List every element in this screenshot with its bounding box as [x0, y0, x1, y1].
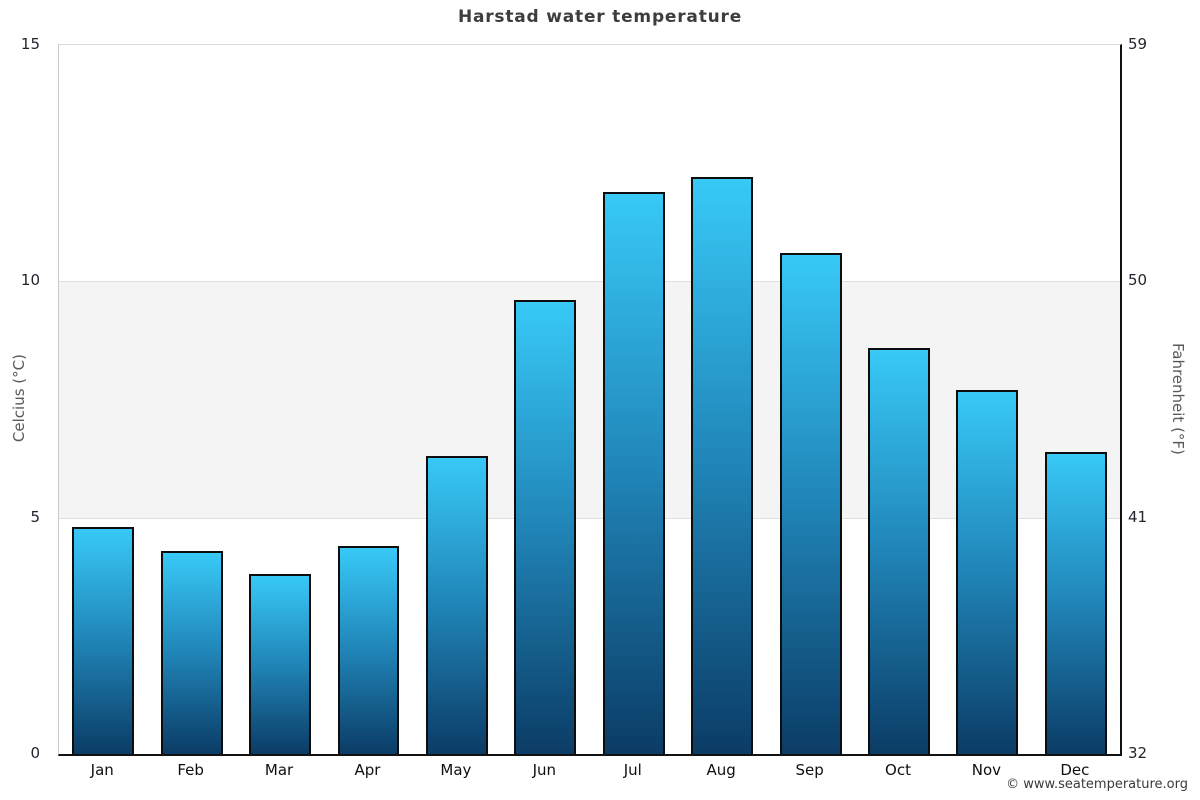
copyright-notice: © www.seatemperature.org — [1006, 777, 1188, 792]
bar-aug — [691, 177, 754, 754]
y-tick-right-50: 50 — [1128, 271, 1148, 290]
bar-jan — [72, 527, 135, 754]
bar-slot-jun — [501, 45, 589, 754]
y-tick-left-10: 10 — [20, 271, 40, 290]
bar-feb — [160, 550, 223, 754]
y-tick-left-0: 0 — [30, 744, 40, 762]
x-tick-may: May — [440, 761, 472, 779]
x-tick-oct: Oct — [885, 761, 911, 779]
x-tick-jun: Jun — [532, 761, 557, 779]
bar-slot-apr — [324, 45, 412, 754]
x-tick-apr: Apr — [354, 761, 381, 779]
x-axis-labels: Jan Feb Mar Apr May Jun Jul Aug Sep Oct Nov Dec — [58, 761, 1119, 779]
x-tick-sep: Sep — [795, 761, 824, 779]
y-tick-right-59: 59 — [1128, 35, 1148, 53]
bar-may — [425, 456, 488, 754]
bar-slot-feb — [147, 45, 235, 754]
y-tick-left-5: 5 — [30, 507, 40, 526]
x-tick-aug: Aug — [706, 761, 736, 779]
plot-area — [58, 44, 1122, 756]
bar-slot-jan — [59, 45, 147, 754]
bar-slot-sep — [766, 45, 854, 754]
y-tick-right-41: 41 — [1128, 507, 1148, 526]
x-tick-nov: Nov — [971, 761, 1002, 779]
x-tick-dec: Dec — [1060, 761, 1090, 779]
chart-title: Harstad water temperature — [457, 7, 743, 27]
y-axis-right-title-text: Fahrenheit (°F) — [1169, 342, 1187, 455]
x-tick-mar: Mar — [264, 761, 294, 779]
gridline-10 — [59, 281, 1120, 283]
x-tick-feb: Feb — [177, 761, 204, 779]
bar-slot-mar — [236, 45, 324, 754]
bar-mar — [249, 574, 311, 754]
bar-dec — [1044, 451, 1107, 754]
bar-nov — [956, 390, 1019, 754]
bar-slot-nov — [943, 45, 1031, 754]
shaded-band — [59, 281, 1120, 518]
y-axis-right-title: Fahrenheit (°F) — [1166, 44, 1190, 753]
y-tick-left-15: 15 — [20, 35, 40, 53]
y-axis-right-ticks: 59 50 41 32 — [1128, 35, 1188, 762]
bar-sep — [779, 252, 842, 754]
bar-slot-dec — [1032, 45, 1120, 754]
bars-layer — [59, 45, 1120, 754]
bar-slot-oct — [855, 45, 943, 754]
x-tick-jul: Jul — [623, 761, 642, 779]
y-axis-left-ticks: 15 10 5 0 — [0, 35, 48, 762]
y-axis-left-title: Celcius (°C) — [8, 44, 30, 753]
bar-apr — [337, 546, 400, 754]
bar-oct — [868, 347, 930, 754]
bar-slot-jul — [590, 45, 678, 754]
bar-jun — [514, 300, 577, 754]
y-axis-left-title-text: Celcius (°C) — [10, 354, 28, 443]
bar-slot-aug — [678, 45, 766, 754]
bar-jul — [602, 191, 665, 754]
y-tick-right-32: 32 — [1128, 744, 1148, 762]
x-tick-jan: Jan — [90, 761, 114, 779]
bar-slot-may — [413, 45, 501, 754]
gridline-5 — [59, 517, 1120, 519]
